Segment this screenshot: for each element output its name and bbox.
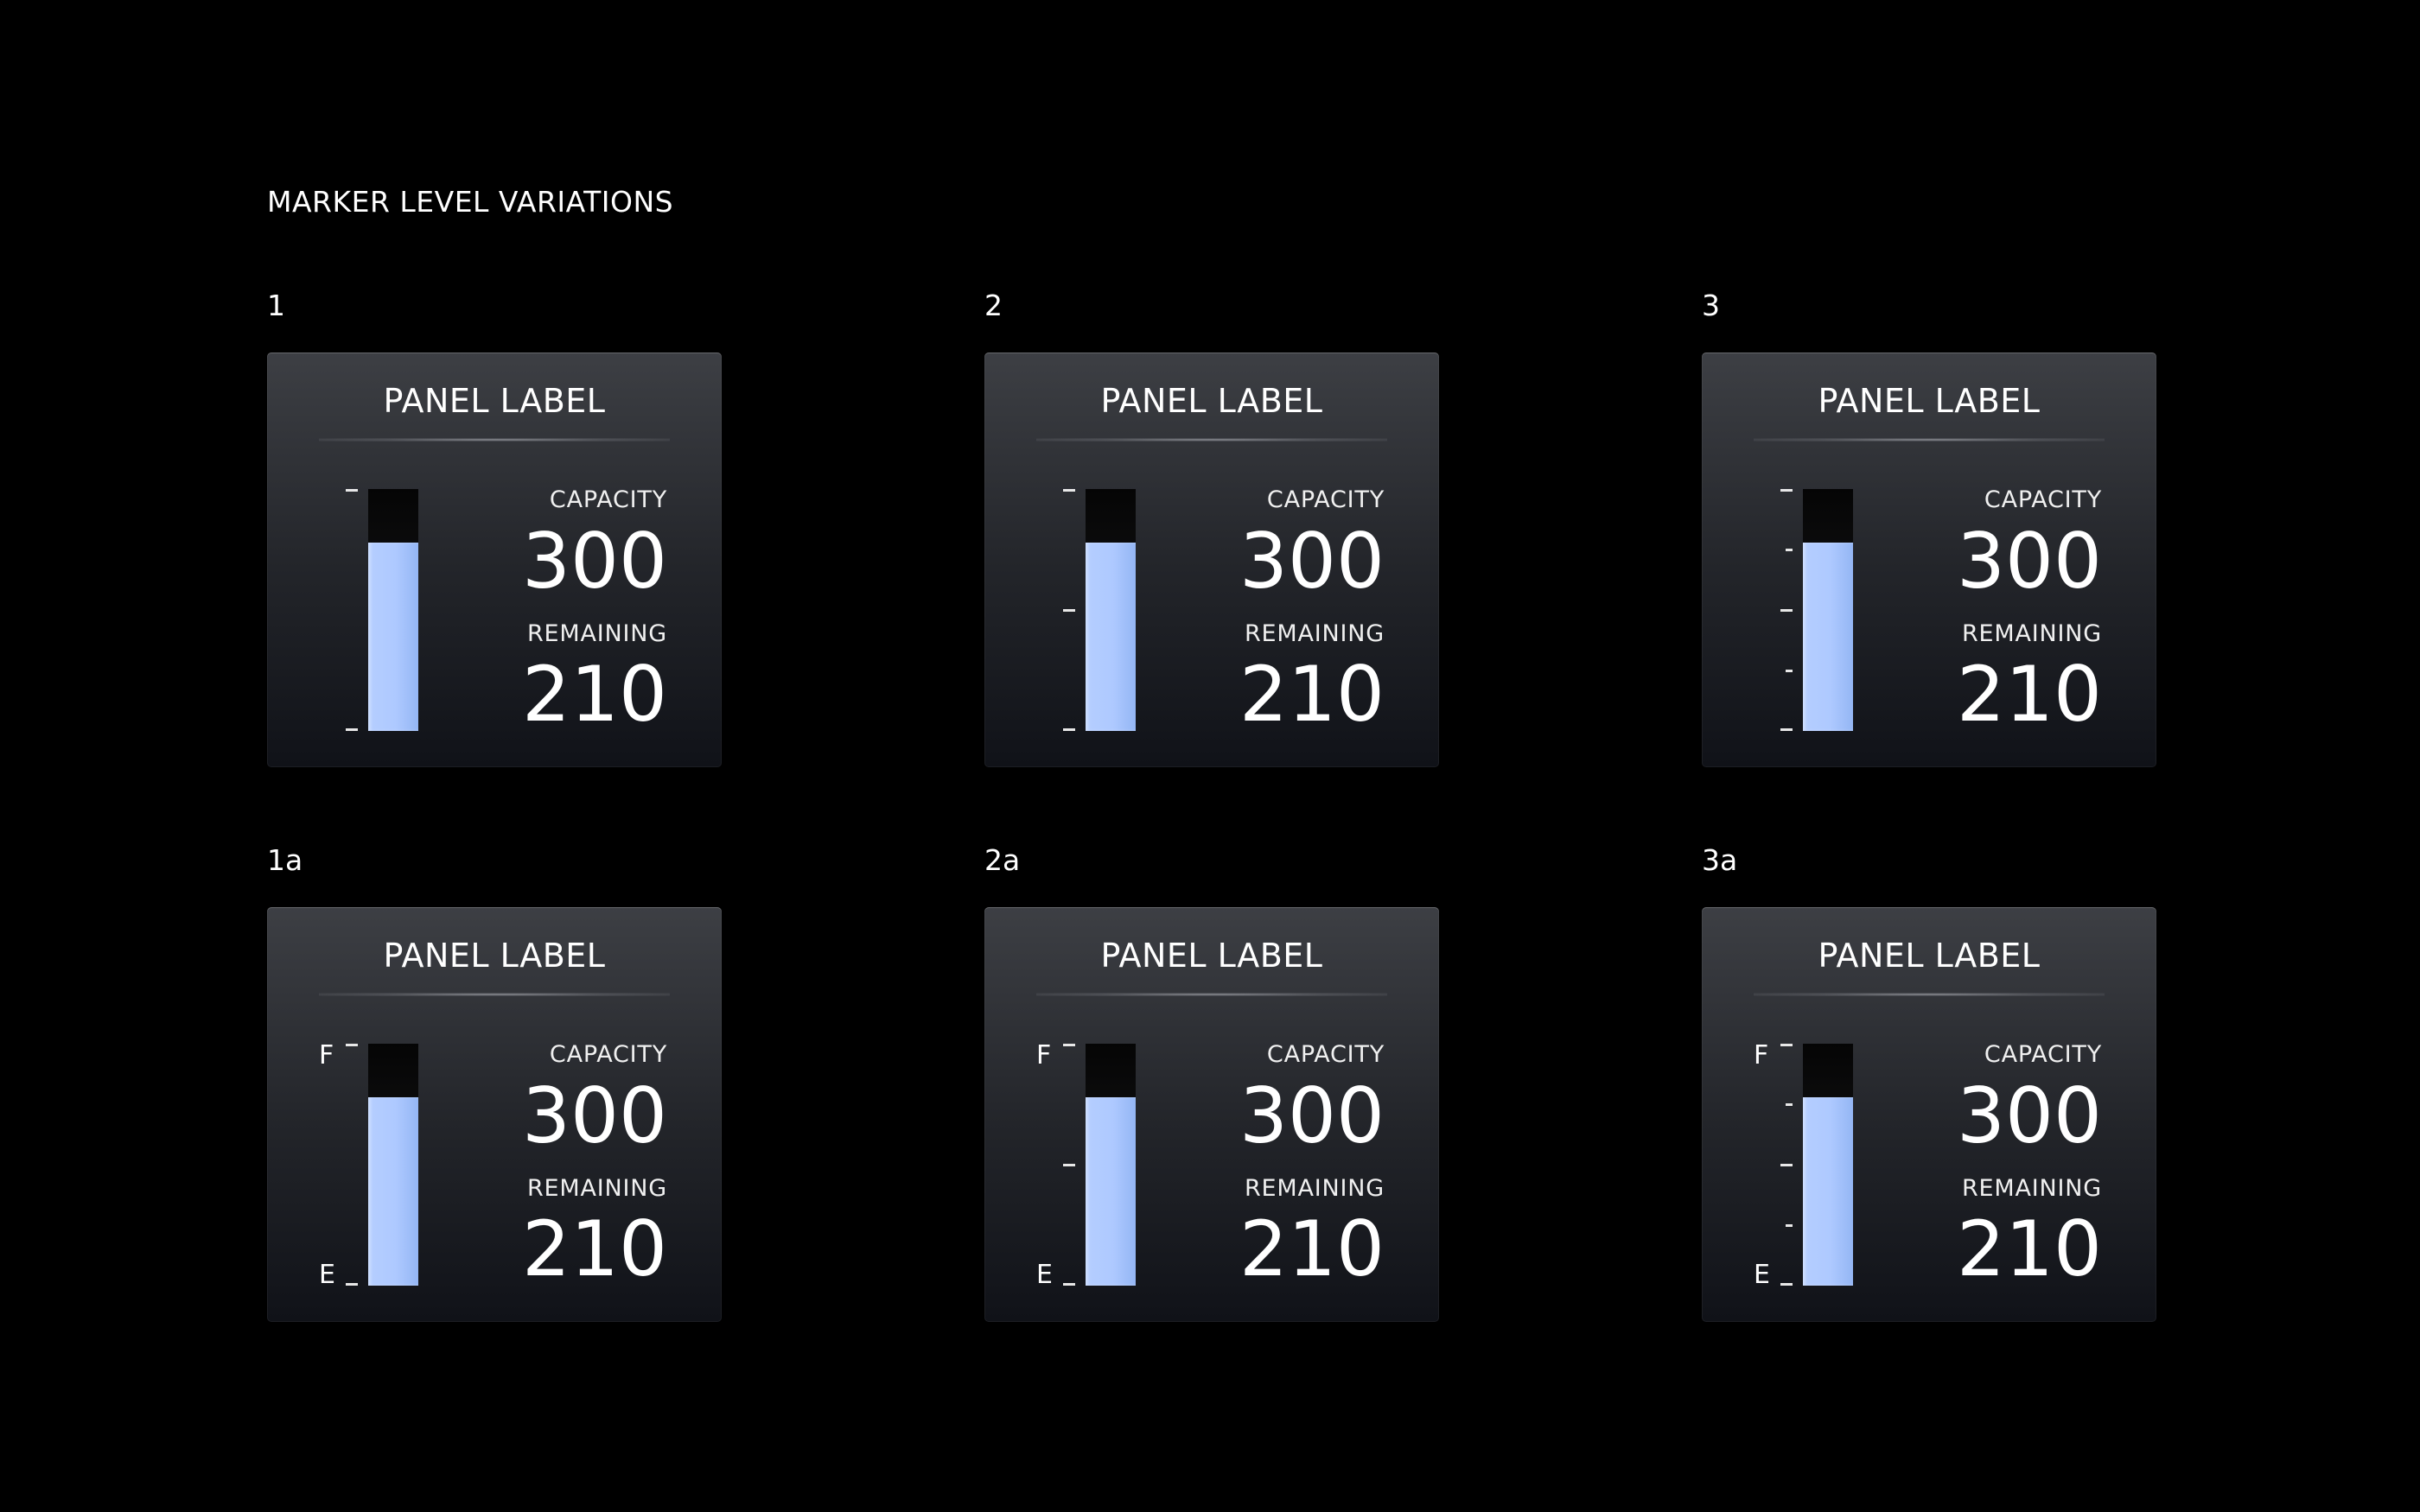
gauge-tube bbox=[1086, 1044, 1136, 1286]
gauge-fill bbox=[368, 542, 418, 731]
variant-label: 2 bbox=[984, 289, 1003, 322]
capacity-label: CAPACITY bbox=[1984, 1041, 2102, 1068]
capacity-label: CAPACITY bbox=[549, 486, 667, 513]
tick-half bbox=[1063, 1164, 1075, 1166]
scale-full-label: F bbox=[1754, 1040, 1769, 1070]
capacity-label: CAPACITY bbox=[1984, 486, 2102, 513]
gauge-fill bbox=[368, 1096, 418, 1286]
variant-label: 3a bbox=[1702, 843, 1738, 877]
page-title: MARKER LEVEL VARIATIONS bbox=[267, 185, 674, 219]
tick-three-quarter bbox=[1786, 549, 1793, 551]
gauge-panel: PANEL LABEL F E CAPACITY 300 REMAINING 210 bbox=[984, 907, 1439, 1322]
remaining-value: 210 bbox=[1239, 1204, 1385, 1293]
panel-divider bbox=[1754, 438, 2105, 442]
tick-full bbox=[1780, 1044, 1793, 1046]
scale-empty-label: E bbox=[1754, 1260, 1770, 1290]
capacity-label: CAPACITY bbox=[549, 1041, 667, 1068]
panel-divider bbox=[319, 993, 670, 996]
tick-half bbox=[1063, 609, 1075, 612]
gauge-tube bbox=[1803, 1044, 1853, 1286]
gauge-tube bbox=[1803, 489, 1853, 731]
variant-label: 1a bbox=[267, 843, 303, 877]
capacity-value: 300 bbox=[522, 1071, 667, 1160]
scale-empty-label: E bbox=[1036, 1260, 1053, 1290]
remaining-value: 210 bbox=[1957, 1204, 2102, 1293]
remaining-value: 210 bbox=[1239, 650, 1385, 739]
gauge-panel: PANEL LABEL CAPACITY 300 REMAINING 210 bbox=[1702, 353, 2156, 767]
variant-label: 2a bbox=[984, 843, 1021, 877]
gauge-fill bbox=[1086, 1096, 1136, 1286]
panel-divider bbox=[319, 438, 670, 442]
gauge-panel: PANEL LABEL F E CAPACITY 300 REMAINING 210 bbox=[267, 907, 722, 1322]
tick-half bbox=[1780, 1164, 1793, 1166]
tick-three-quarter bbox=[1786, 1103, 1793, 1106]
remaining-label: REMAINING bbox=[526, 1175, 667, 1202]
gauge-tube bbox=[1086, 489, 1136, 731]
tick-half bbox=[1780, 609, 1793, 612]
tick-quarter bbox=[1786, 1224, 1793, 1227]
gauge-tube bbox=[368, 489, 418, 731]
tick-empty bbox=[346, 728, 358, 731]
tick-empty bbox=[1063, 728, 1075, 731]
scale-full-label: F bbox=[319, 1040, 334, 1070]
remaining-label: REMAINING bbox=[1244, 1175, 1385, 1202]
panel-label: PANEL LABEL bbox=[1818, 937, 2041, 975]
panel-label: PANEL LABEL bbox=[1818, 382, 2041, 420]
gauge-panel: PANEL LABEL CAPACITY 300 REMAINING 210 bbox=[984, 353, 1439, 767]
tick-empty bbox=[346, 1283, 358, 1286]
tick-quarter bbox=[1786, 670, 1793, 672]
variant-label: 1 bbox=[267, 289, 285, 322]
gauge-tube bbox=[368, 1044, 418, 1286]
capacity-value: 300 bbox=[1239, 1071, 1385, 1160]
capacity-value: 300 bbox=[522, 517, 667, 606]
panel-label: PANEL LABEL bbox=[383, 937, 606, 975]
tick-full bbox=[346, 489, 358, 492]
remaining-label: REMAINING bbox=[1961, 1175, 2102, 1202]
capacity-value: 300 bbox=[1957, 1071, 2102, 1160]
remaining-value: 210 bbox=[522, 650, 667, 739]
gauge-fill bbox=[1803, 542, 1853, 731]
variant-label: 3 bbox=[1702, 289, 1720, 322]
gauge-fill bbox=[1086, 542, 1136, 731]
panel-label: PANEL LABEL bbox=[1100, 937, 1323, 975]
gauge-panel: PANEL LABEL F E CAPACITY 300 REMAINING 210 bbox=[1702, 907, 2156, 1322]
tick-full bbox=[1063, 489, 1075, 492]
tick-full bbox=[346, 1044, 358, 1046]
panel-divider bbox=[1036, 438, 1387, 442]
panel-label: PANEL LABEL bbox=[1100, 382, 1323, 420]
remaining-label: REMAINING bbox=[526, 620, 667, 647]
capacity-value: 300 bbox=[1957, 517, 2102, 606]
panel-divider bbox=[1036, 993, 1387, 996]
panel-label: PANEL LABEL bbox=[383, 382, 606, 420]
remaining-label: REMAINING bbox=[1244, 620, 1385, 647]
scale-full-label: F bbox=[1036, 1040, 1052, 1070]
tick-empty bbox=[1063, 1283, 1075, 1286]
tick-full bbox=[1063, 1044, 1075, 1046]
panel-divider bbox=[1754, 993, 2105, 996]
remaining-value: 210 bbox=[522, 1204, 667, 1293]
remaining-label: REMAINING bbox=[1961, 620, 2102, 647]
capacity-value: 300 bbox=[1239, 517, 1385, 606]
tick-empty bbox=[1780, 1283, 1793, 1286]
gauge-panel: PANEL LABEL CAPACITY 300 REMAINING 210 bbox=[267, 353, 722, 767]
tick-full bbox=[1780, 489, 1793, 492]
gauge-fill bbox=[1803, 1096, 1853, 1286]
remaining-value: 210 bbox=[1957, 650, 2102, 739]
capacity-label: CAPACITY bbox=[1266, 486, 1385, 513]
capacity-label: CAPACITY bbox=[1266, 1041, 1385, 1068]
tick-empty bbox=[1780, 728, 1793, 731]
scale-empty-label: E bbox=[319, 1260, 335, 1290]
